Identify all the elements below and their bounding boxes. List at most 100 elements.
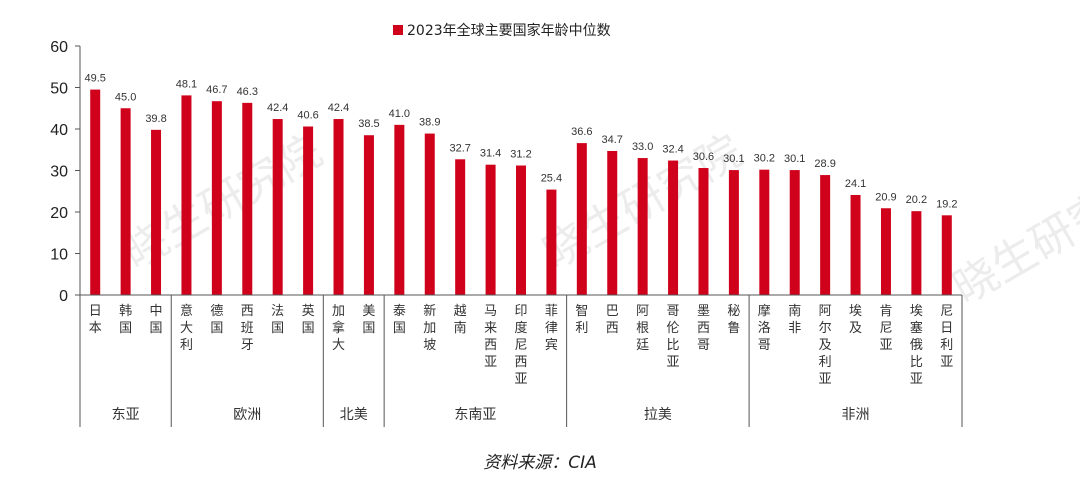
x-category-label: 西班牙	[241, 304, 254, 353]
data-label: 30.1	[784, 153, 805, 165]
x-category-label: 意大利	[180, 303, 193, 353]
bar	[455, 159, 466, 295]
bar	[211, 101, 222, 295]
bar	[941, 215, 952, 295]
data-label: 39.8	[145, 113, 166, 125]
data-label: 49.5	[84, 73, 105, 85]
bars	[90, 89, 952, 295]
bar	[880, 208, 891, 295]
x-category-label: 印度尼西亚	[514, 304, 527, 387]
source-note: 资料来源：CIA	[483, 453, 597, 473]
y-tick-label: 20	[50, 205, 68, 222]
data-label: 38.9	[419, 117, 440, 129]
data-label: 25.4	[541, 173, 562, 185]
legend: 2023年全球主要国家年龄中位数	[393, 22, 611, 39]
x-category-label: 泰国	[393, 304, 406, 336]
bar	[394, 124, 405, 295]
x-category-label: 加拿大	[332, 304, 345, 353]
bar	[120, 108, 131, 295]
group-label: 东南亚	[454, 407, 496, 423]
y-axis: 0 10 20 30 40 50 60	[50, 39, 81, 305]
group-label: 北美	[340, 407, 368, 423]
data-label: 28.9	[814, 158, 835, 170]
x-category-label: 韩国	[119, 304, 132, 336]
bar	[576, 143, 587, 295]
data-label: 41.0	[389, 108, 410, 120]
y-tick-label: 30	[50, 164, 68, 181]
bar	[698, 168, 709, 295]
x-category-label: 摩洛哥	[758, 303, 771, 353]
data-label: 32.4	[662, 144, 683, 156]
x-category-label: 南非	[788, 303, 801, 336]
group-label: 非洲	[842, 407, 870, 423]
bar	[668, 160, 679, 295]
x-category-label: 法国	[271, 304, 284, 336]
data-label: 30.1	[723, 153, 744, 165]
y-tick-label: 60	[50, 39, 68, 56]
bar	[151, 129, 162, 295]
x-category-label: 英国	[302, 304, 315, 336]
bar	[272, 119, 283, 295]
x-category-label: 德国	[210, 304, 223, 336]
data-label: 42.4	[328, 102, 349, 114]
bar	[181, 95, 192, 295]
x-category-label: 秘鲁	[727, 304, 740, 336]
bar	[759, 169, 770, 295]
bar	[303, 126, 314, 295]
x-category-label: 阿尔及利亚	[819, 304, 832, 387]
watermark-layer: 晓生研究院 晓生研究院 晓生研究院	[115, 125, 1080, 314]
x-category-label: 新加坡	[423, 303, 436, 353]
bar	[485, 164, 496, 295]
data-label: 20.9	[875, 191, 896, 203]
bar	[363, 135, 374, 295]
data-label: 31.4	[480, 148, 501, 160]
data-label: 32.7	[449, 142, 470, 154]
y-tick-label: 40	[50, 122, 68, 139]
legend-label: 2023年全球主要国家年龄中位数	[407, 22, 611, 39]
group-label: 拉美	[644, 407, 672, 423]
x-category-label: 越南	[454, 304, 467, 336]
x-category-label: 哥伦比亚	[667, 304, 680, 370]
data-label: 19.2	[936, 198, 957, 210]
x-category-label: 埃塞俄比亚	[910, 304, 923, 387]
data-label: 42.4	[267, 102, 288, 114]
data-label: 46.7	[206, 84, 227, 96]
data-label: 40.6	[297, 110, 318, 122]
data-label: 20.2	[906, 194, 927, 206]
bar	[424, 133, 435, 295]
x-category-label: 阿根廷	[636, 304, 649, 353]
y-tick-label: 50	[50, 81, 68, 98]
y-tick-label: 0	[59, 288, 68, 305]
x-category-label: 肯尼亚	[879, 304, 892, 353]
data-labels: 49.5 45.0 39.8 48.1 46.7 46.3 42.4 40.6 42.4 38.5…	[84, 73, 957, 211]
x-category-label: 中国	[150, 304, 163, 336]
data-label: 24.1	[845, 178, 866, 190]
bar	[90, 89, 101, 295]
data-label: 33.0	[632, 141, 653, 153]
data-label: 36.6	[571, 126, 592, 138]
watermark-text: 晓生研究院	[115, 125, 331, 279]
x-category-label: 日本	[89, 304, 102, 336]
x-category-label: 尼日利亚	[940, 304, 953, 370]
x-category-label: 智利	[575, 304, 588, 336]
bar	[607, 150, 618, 295]
bar	[728, 170, 739, 295]
x-category-label: 马来西亚	[484, 304, 497, 370]
data-label: 30.2	[754, 153, 775, 165]
bar	[546, 189, 557, 295]
data-label: 31.2	[510, 149, 531, 161]
data-label: 38.5	[358, 118, 379, 130]
data-label: 34.7	[602, 134, 623, 146]
bar	[911, 211, 922, 295]
x-category-label: 埃及	[849, 304, 862, 336]
bar	[789, 170, 800, 295]
data-label: 30.6	[693, 151, 714, 163]
bar	[516, 165, 526, 295]
data-label: 45.0	[115, 91, 136, 103]
group-label: 东亚	[112, 407, 140, 423]
bar	[637, 158, 648, 295]
x-category-label: 巴西	[606, 304, 619, 336]
x-category-label: 美国	[362, 304, 375, 336]
